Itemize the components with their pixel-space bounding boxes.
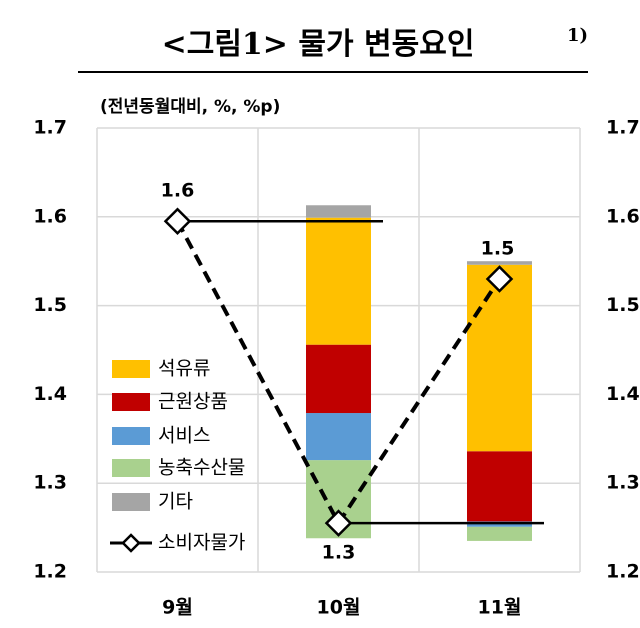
line-marker	[485, 265, 514, 293]
data-label: 1.3	[322, 542, 356, 564]
chart-title: <그림1> 물가 변동요인	[162, 27, 475, 62]
y-tick-label: 1.7	[33, 117, 67, 139]
legend-marker	[121, 533, 141, 553]
data-label: 1.5	[481, 237, 515, 259]
bar-segment	[306, 413, 371, 461]
y-tick-label: 1.5	[33, 294, 67, 316]
y-tick-label: 1.4	[33, 383, 67, 405]
legend-label: 농축수산물	[158, 457, 245, 479]
bar-segment	[306, 344, 371, 414]
x-tick-label: 10월	[317, 597, 361, 619]
bar-segment	[467, 261, 532, 265]
legend-label: 소비자물가	[158, 532, 245, 554]
legend-swatch	[112, 427, 150, 445]
y2-tick-label: 1.6	[606, 205, 640, 227]
y-tick-label: 1.3	[33, 472, 67, 494]
y2-tick-label: 1.5	[606, 294, 640, 316]
legend-swatch	[112, 459, 150, 477]
line-marker	[163, 207, 192, 236]
legend-swatch	[112, 360, 150, 378]
legend-label: 서비스	[158, 425, 210, 447]
y2-tick-label: 1.3	[606, 472, 640, 494]
legend-label: 석유류	[158, 358, 210, 380]
bar-segment	[467, 451, 532, 522]
legend-label: 근원상품	[158, 391, 228, 413]
title-note: 1)	[567, 25, 588, 46]
legend-swatch	[112, 393, 150, 411]
data-label: 1.6	[161, 180, 195, 202]
y-tick-label: 1.2	[33, 561, 67, 583]
y2-tick-label: 1.4	[606, 383, 640, 405]
bar-segment	[306, 217, 371, 345]
x-tick-label: 9월	[162, 597, 193, 619]
y2-tick-label: 1.7	[606, 117, 640, 139]
subtitle: (전년동월대비, %, %p)	[100, 97, 280, 117]
legend-label: 기타	[158, 491, 193, 513]
y2-tick-label: 1.2	[606, 561, 640, 583]
y-tick-label: 1.6	[33, 205, 67, 227]
legend-swatch	[112, 493, 150, 511]
line-marker	[324, 509, 353, 537]
bar-segment	[467, 526, 532, 541]
bar-segment	[306, 205, 371, 218]
bar-segment	[467, 264, 532, 452]
x-tick-label: 11월	[478, 597, 522, 619]
